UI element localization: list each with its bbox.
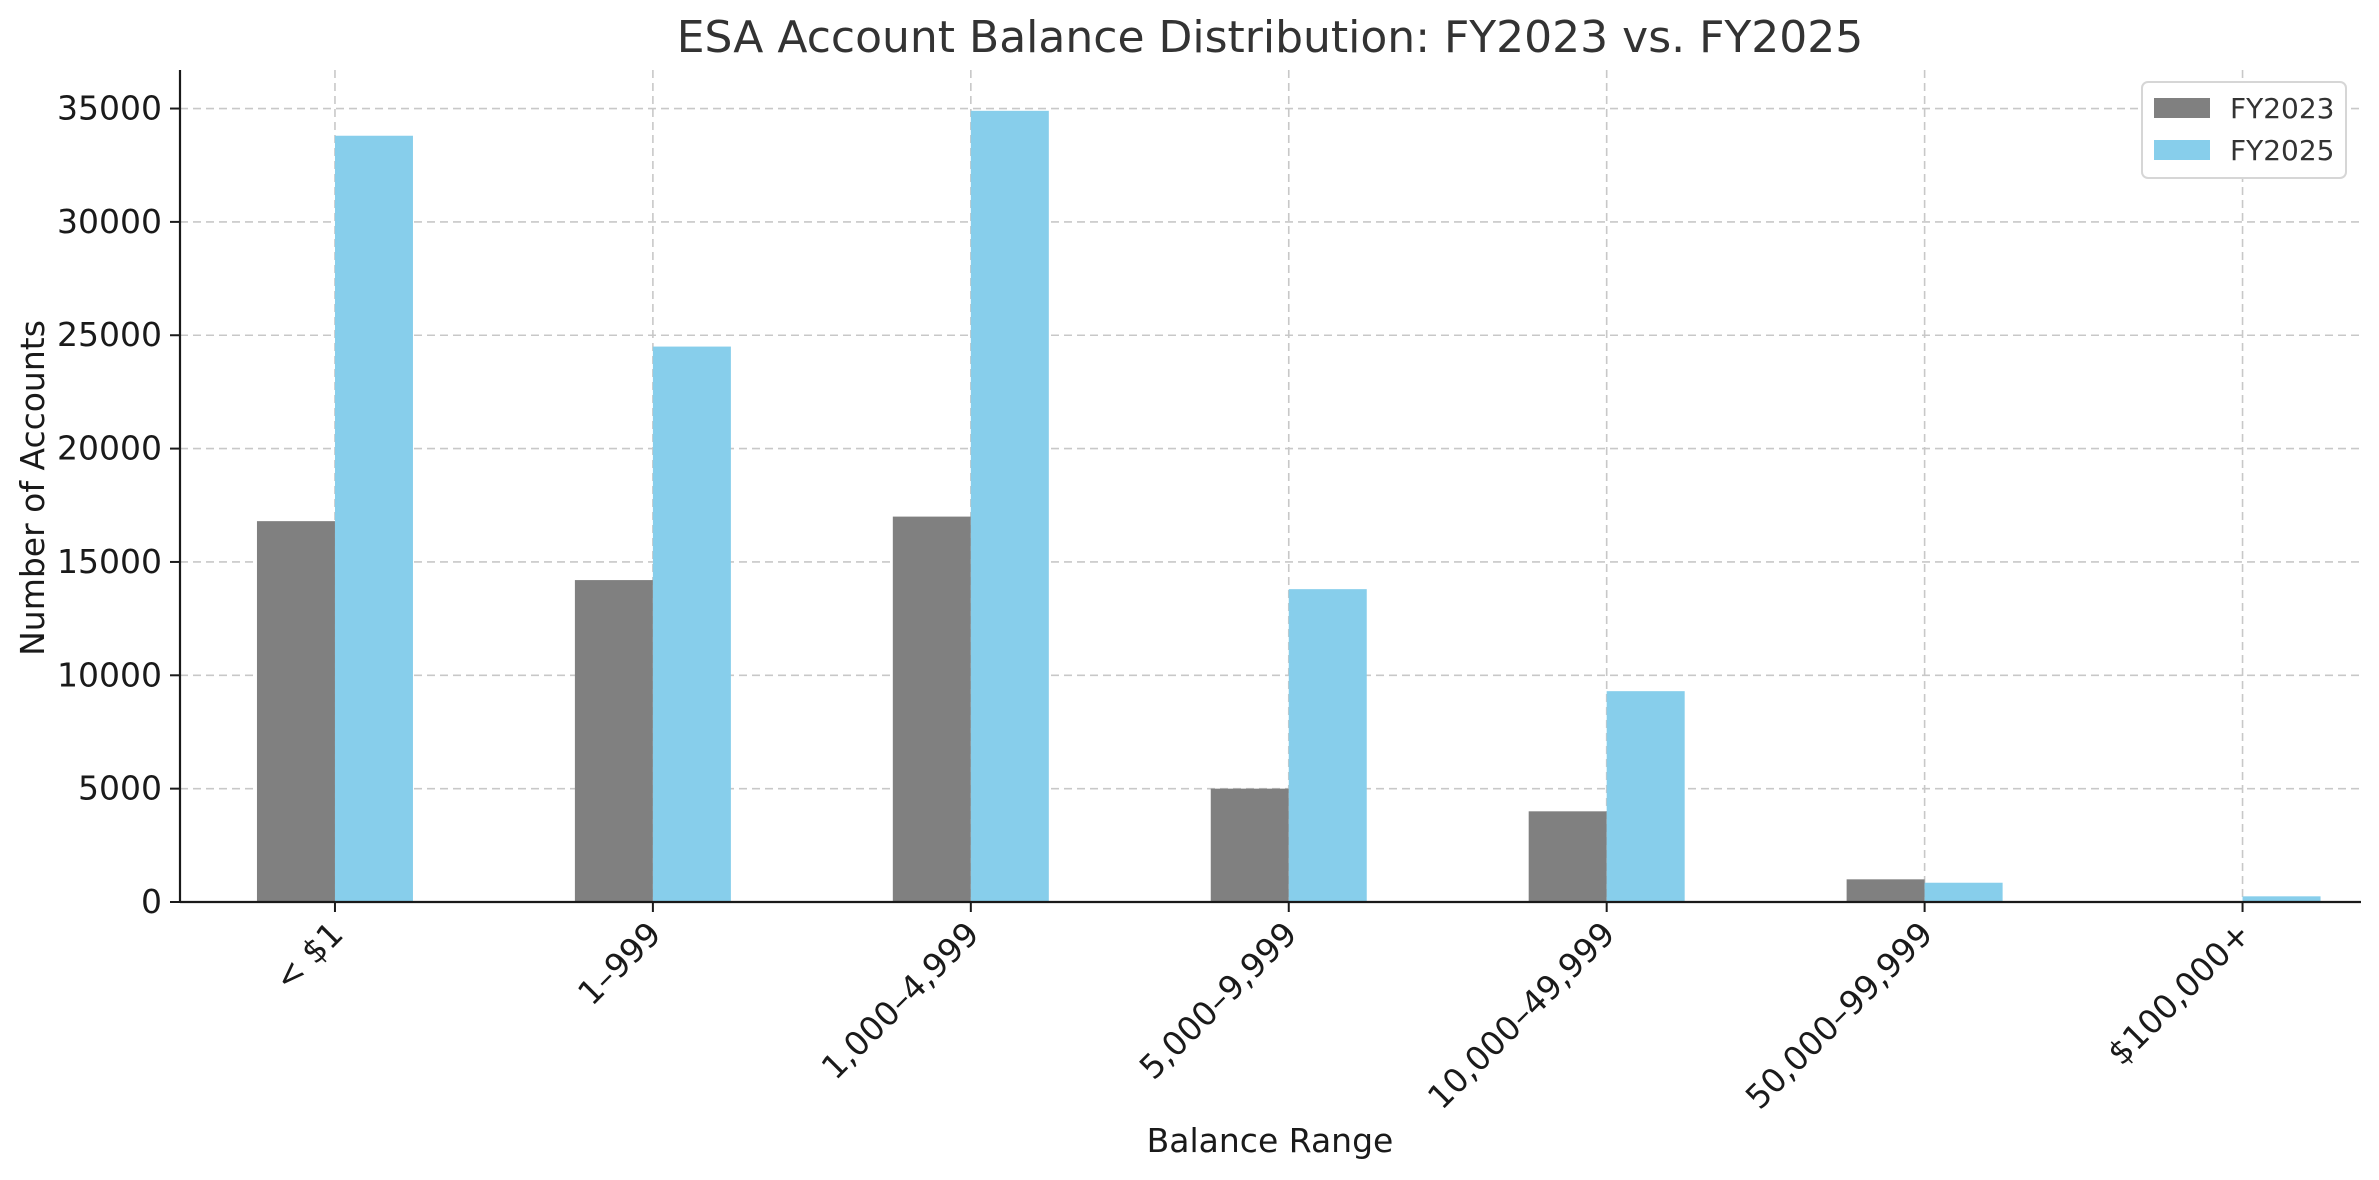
x-tick-label: 5,000–9,999 [1132,914,1305,1087]
bar-fy2023-1 [574,580,653,902]
bar-fy2023-4 [1528,811,1607,902]
bar-fy2025-6 [2242,896,2321,902]
y-tick-label: 35000 [57,89,162,128]
x-axis-label: Balance Range [1147,1121,1394,1160]
bar-fy2023-2 [892,516,971,902]
bar-fy2023-5 [1846,879,1925,902]
bars [256,110,2321,903]
y-tick-label: 20000 [57,429,162,468]
legend-swatch-fy2025 [2154,140,2210,160]
x-axis-ticks: < $1 1–999 1,000–4,999 5,000–9,999 10,000–49… [266,902,2258,1117]
y-tick-label: 30000 [57,202,162,241]
x-tick-label: < $1 [266,914,350,998]
y-tick-label: 0 [141,882,162,921]
bar-fy2023-3 [1210,788,1289,902]
y-axis-ticks: 0 5000 10000 15000 20000 25000 30000 35000 [57,89,180,921]
x-tick-label: 10,000–49,999 [1420,914,1623,1117]
chart-title: ESA Account Balance Distribution: FY2023… [677,12,1864,63]
bar-fy2025-4 [1606,691,1685,902]
x-tick-label: 1–999 [570,914,669,1013]
legend-label-fy2025: FY2025 [2230,134,2334,167]
grid [180,70,2361,903]
x-tick-label: 50,000–99,999 [1738,914,1941,1117]
bar-fy2025-3 [1288,589,1367,902]
legend-swatch-fy2023 [2154,98,2210,118]
bar-fy2025-5 [1924,882,2003,902]
x-tick-label: $100,000+ [2100,914,2258,1072]
bar-fy2025-1 [652,346,731,903]
legend: FY2023 FY2025 [2141,81,2347,179]
y-tick-label: 25000 [57,315,162,354]
bar-fy2023-0 [256,521,335,902]
y-axis-label: Number of Accounts [13,320,52,656]
axes [178,70,2361,904]
bar-fy2025-0 [334,135,413,902]
legend-label-fy2023: FY2023 [2230,92,2334,125]
y-tick-label: 15000 [57,542,162,581]
bar-fy2025-2 [970,110,1049,903]
y-tick-label: 10000 [57,655,162,694]
x-tick-label: 1,000–4,999 [814,914,987,1087]
y-tick-label: 5000 [78,769,162,808]
